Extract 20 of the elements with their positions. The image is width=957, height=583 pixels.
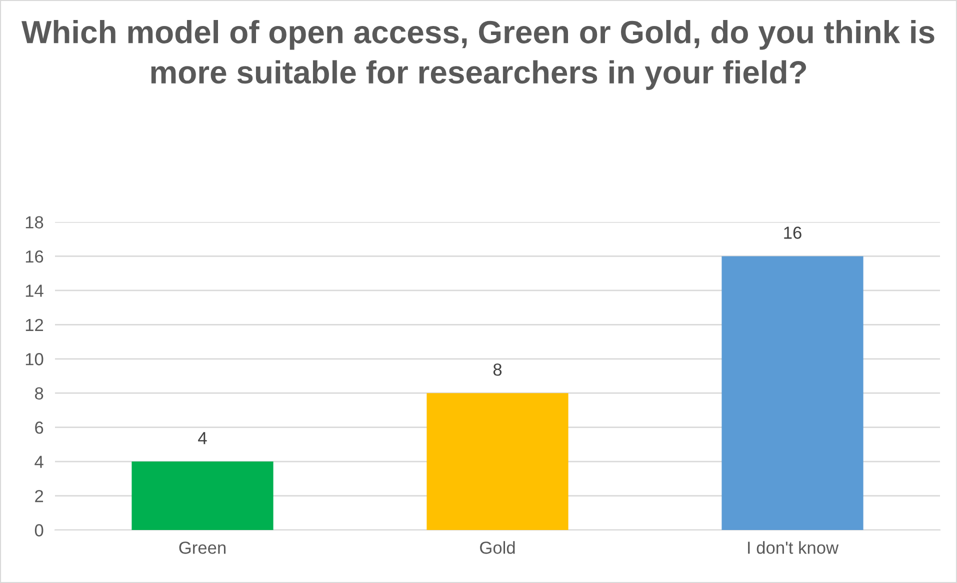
bar <box>426 393 568 530</box>
chart-title: Which model of open access, Green or Gold, do you think is more suitable for researchers in your field? <box>22 20 934 90</box>
y-tick-label: 2 <box>35 490 44 502</box>
y-tick-label: 4 <box>34 456 44 468</box>
x-tick-label: Green <box>179 542 226 554</box>
data-label: 8 <box>493 363 502 376</box>
y-tick-label: 8 <box>34 387 44 400</box>
y-tick-label: 14 <box>26 284 44 297</box>
x-tick-label: Gold <box>480 541 515 554</box>
y-tick-label: 6 <box>35 422 44 434</box>
data-label: 4 <box>198 432 207 444</box>
y-tick-label: 10 <box>26 353 44 366</box>
y-tick-label: 16 <box>26 250 44 263</box>
x-tick-label: I don't know <box>748 541 839 554</box>
data-label: 16 <box>784 226 802 239</box>
y-tick-label: 12 <box>26 318 44 331</box>
y-tick-label: 0 <box>34 524 44 536</box>
y-tick-label: 18 <box>26 216 44 228</box>
bar <box>722 256 864 530</box>
bar <box>132 462 274 530</box>
